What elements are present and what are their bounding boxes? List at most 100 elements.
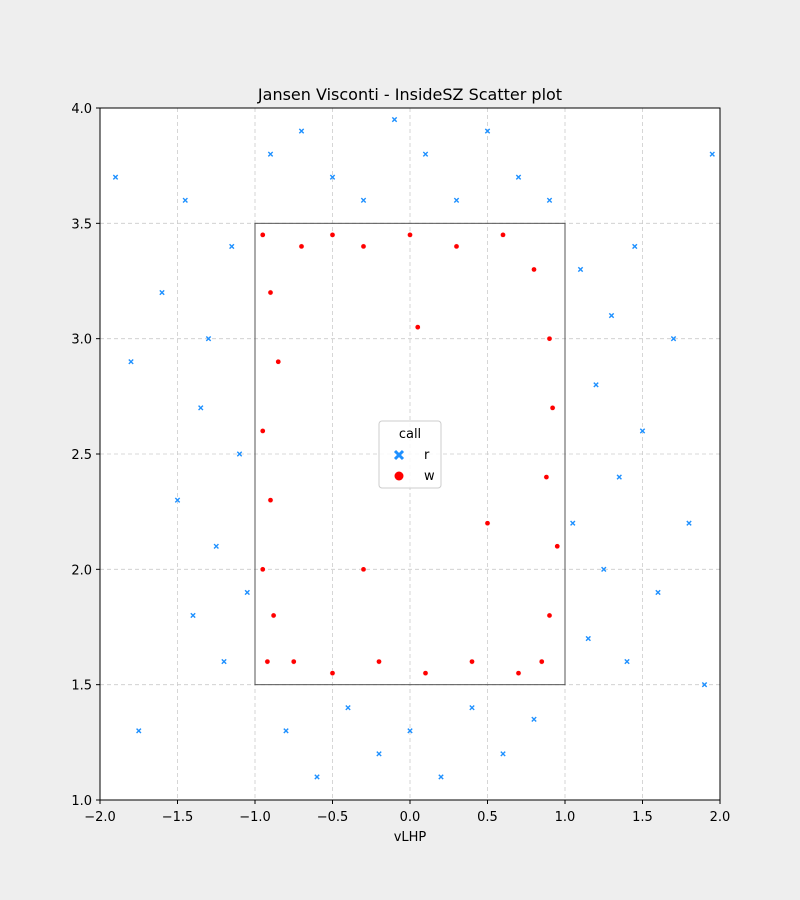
x-tick-label: 0.0 — [400, 810, 421, 825]
x-axis-ticks: −2.0 −1.5 −1.0 −0.5 0.0 0.5 1.0 1.5 2.0 — [84, 800, 730, 825]
y-tick-label: 3.0 — [71, 333, 92, 348]
point-r — [267, 151, 274, 157]
point-w — [376, 658, 382, 665]
point-r — [686, 520, 692, 526]
point-w — [407, 232, 413, 238]
point-w — [414, 324, 421, 330]
point-r — [632, 243, 638, 250]
point-r — [639, 428, 646, 434]
y-tick-label: 3.5 — [71, 217, 92, 232]
point-r — [221, 658, 227, 665]
legend-marker-w — [394, 471, 404, 481]
point-r — [701, 681, 708, 688]
point-w — [329, 232, 336, 238]
point-r — [128, 359, 134, 365]
point-r — [345, 705, 351, 711]
point-r — [655, 589, 661, 596]
point-r — [585, 635, 591, 642]
point-w — [515, 670, 522, 676]
x-tick-label: 1.0 — [555, 810, 576, 825]
point-r — [136, 728, 142, 734]
point-r — [546, 197, 553, 203]
point-r — [112, 174, 119, 180]
point-r — [484, 128, 491, 134]
legend-label-w: w — [424, 469, 435, 484]
y-tick-label: 2.0 — [71, 563, 92, 578]
point-r — [190, 612, 196, 619]
point-r — [422, 151, 429, 157]
point-w — [267, 497, 274, 503]
x-tick-label: 0.5 — [477, 810, 498, 825]
point-r — [213, 543, 219, 549]
point-r — [593, 382, 599, 388]
point-r — [159, 289, 165, 296]
point-r — [438, 774, 444, 780]
point-w — [546, 612, 553, 619]
x-tick-label: 2.0 — [710, 810, 731, 825]
point-r — [205, 335, 212, 342]
chart-title: Jansen Visconti - InsideSZ Scatter plot — [257, 85, 562, 104]
x-tick-label: −1.5 — [162, 810, 194, 825]
point-r — [314, 774, 320, 780]
point-w — [298, 243, 305, 250]
point-w — [329, 670, 336, 676]
point-w — [546, 335, 553, 342]
point-r — [244, 589, 250, 596]
point-r — [407, 728, 413, 734]
point-r — [670, 335, 677, 342]
point-r — [469, 705, 475, 711]
point-r — [229, 243, 235, 250]
point-w — [267, 289, 274, 296]
y-tick-label: 2.5 — [71, 448, 92, 463]
point-r — [515, 174, 522, 180]
y-tick-label: 4.0 — [71, 102, 92, 117]
point-w — [543, 474, 550, 480]
point-r — [453, 197, 460, 203]
legend-title: call — [399, 427, 421, 442]
legend-marker-r — [393, 449, 405, 461]
x-tick-label: 1.5 — [632, 810, 653, 825]
point-w — [275, 358, 282, 365]
legend: call r w — [378, 420, 442, 489]
point-w — [270, 612, 277, 619]
point-w — [538, 658, 545, 665]
x-tick-label: −1.0 — [239, 810, 271, 825]
point-r — [174, 497, 181, 503]
point-w — [259, 232, 266, 238]
point-w — [469, 658, 475, 665]
point-r — [236, 451, 243, 457]
point-r — [624, 658, 630, 665]
point-r — [329, 174, 336, 180]
point-r — [500, 751, 506, 757]
point-w — [549, 405, 556, 411]
point-r — [283, 728, 289, 734]
point-r — [376, 751, 382, 757]
point-r — [391, 116, 398, 123]
x-tick-label: −0.5 — [317, 810, 349, 825]
legend-box — [378, 420, 442, 489]
point-w — [500, 232, 506, 238]
point-w — [453, 243, 460, 250]
series-w-points — [259, 232, 561, 676]
point-r — [198, 405, 204, 411]
strike-zone-box — [254, 222, 566, 686]
point-r — [298, 128, 305, 134]
point-w — [360, 566, 367, 573]
point-r — [608, 312, 615, 319]
point-r — [531, 716, 537, 722]
point-r — [601, 566, 607, 573]
legend-label-r: r — [424, 448, 430, 463]
point-w — [264, 658, 271, 665]
point-r — [616, 474, 622, 480]
point-w — [259, 566, 266, 573]
point-w — [484, 520, 491, 527]
point-w — [290, 658, 297, 665]
point-r — [182, 197, 188, 203]
point-r — [577, 266, 584, 273]
x-axis-label: vLHP — [394, 830, 427, 845]
y-tick-label: 1.0 — [71, 794, 92, 809]
point-r — [709, 151, 715, 157]
y-tick-label: 1.5 — [71, 679, 92, 694]
series-r-points — [112, 116, 715, 780]
